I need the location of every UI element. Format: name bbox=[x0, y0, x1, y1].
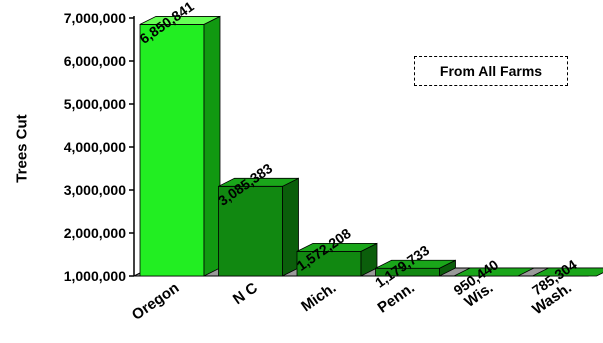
bars bbox=[139, 15, 603, 277]
bar bbox=[139, 15, 221, 277]
x-tick-label: Oregon bbox=[129, 279, 182, 324]
y-tick-label: 7,000,000 bbox=[64, 10, 126, 26]
bar-side bbox=[203, 15, 221, 277]
x-tick-label: N C bbox=[230, 279, 261, 308]
bar-top bbox=[453, 267, 535, 277]
bar bbox=[375, 259, 456, 277]
y-tick-label: 1,000,000 bbox=[64, 268, 126, 284]
bar-top bbox=[375, 259, 456, 269]
bar bbox=[218, 177, 299, 277]
y-tick-label: 2,000,000 bbox=[64, 225, 126, 241]
annotation-box: From All Farms bbox=[414, 56, 568, 86]
bar-top bbox=[296, 242, 378, 252]
bar-front bbox=[139, 24, 205, 277]
x-tick-labels: Oregon N C Mich. Penn. Wis. Wash. bbox=[129, 279, 575, 324]
y-tick-label: 4,000,000 bbox=[64, 139, 126, 155]
x-tick-label: Mich. bbox=[298, 279, 339, 315]
y-axis-label: Trees Cut bbox=[13, 114, 31, 183]
bar-top bbox=[139, 16, 221, 25]
bar-top bbox=[532, 267, 603, 277]
y-axis: 1,000,000 2,000,000 3,000,000 4,000,000 5,00… bbox=[64, 10, 135, 284]
bar bbox=[453, 267, 535, 277]
bar-top bbox=[218, 177, 299, 187]
bar bbox=[296, 242, 378, 277]
y-tick-label: 6,000,000 bbox=[64, 53, 126, 69]
bar-front bbox=[218, 185, 283, 277]
bar bbox=[532, 267, 603, 277]
y-tick-label: 3,000,000 bbox=[64, 182, 126, 198]
y-tick-label: 5,000,000 bbox=[64, 96, 126, 112]
